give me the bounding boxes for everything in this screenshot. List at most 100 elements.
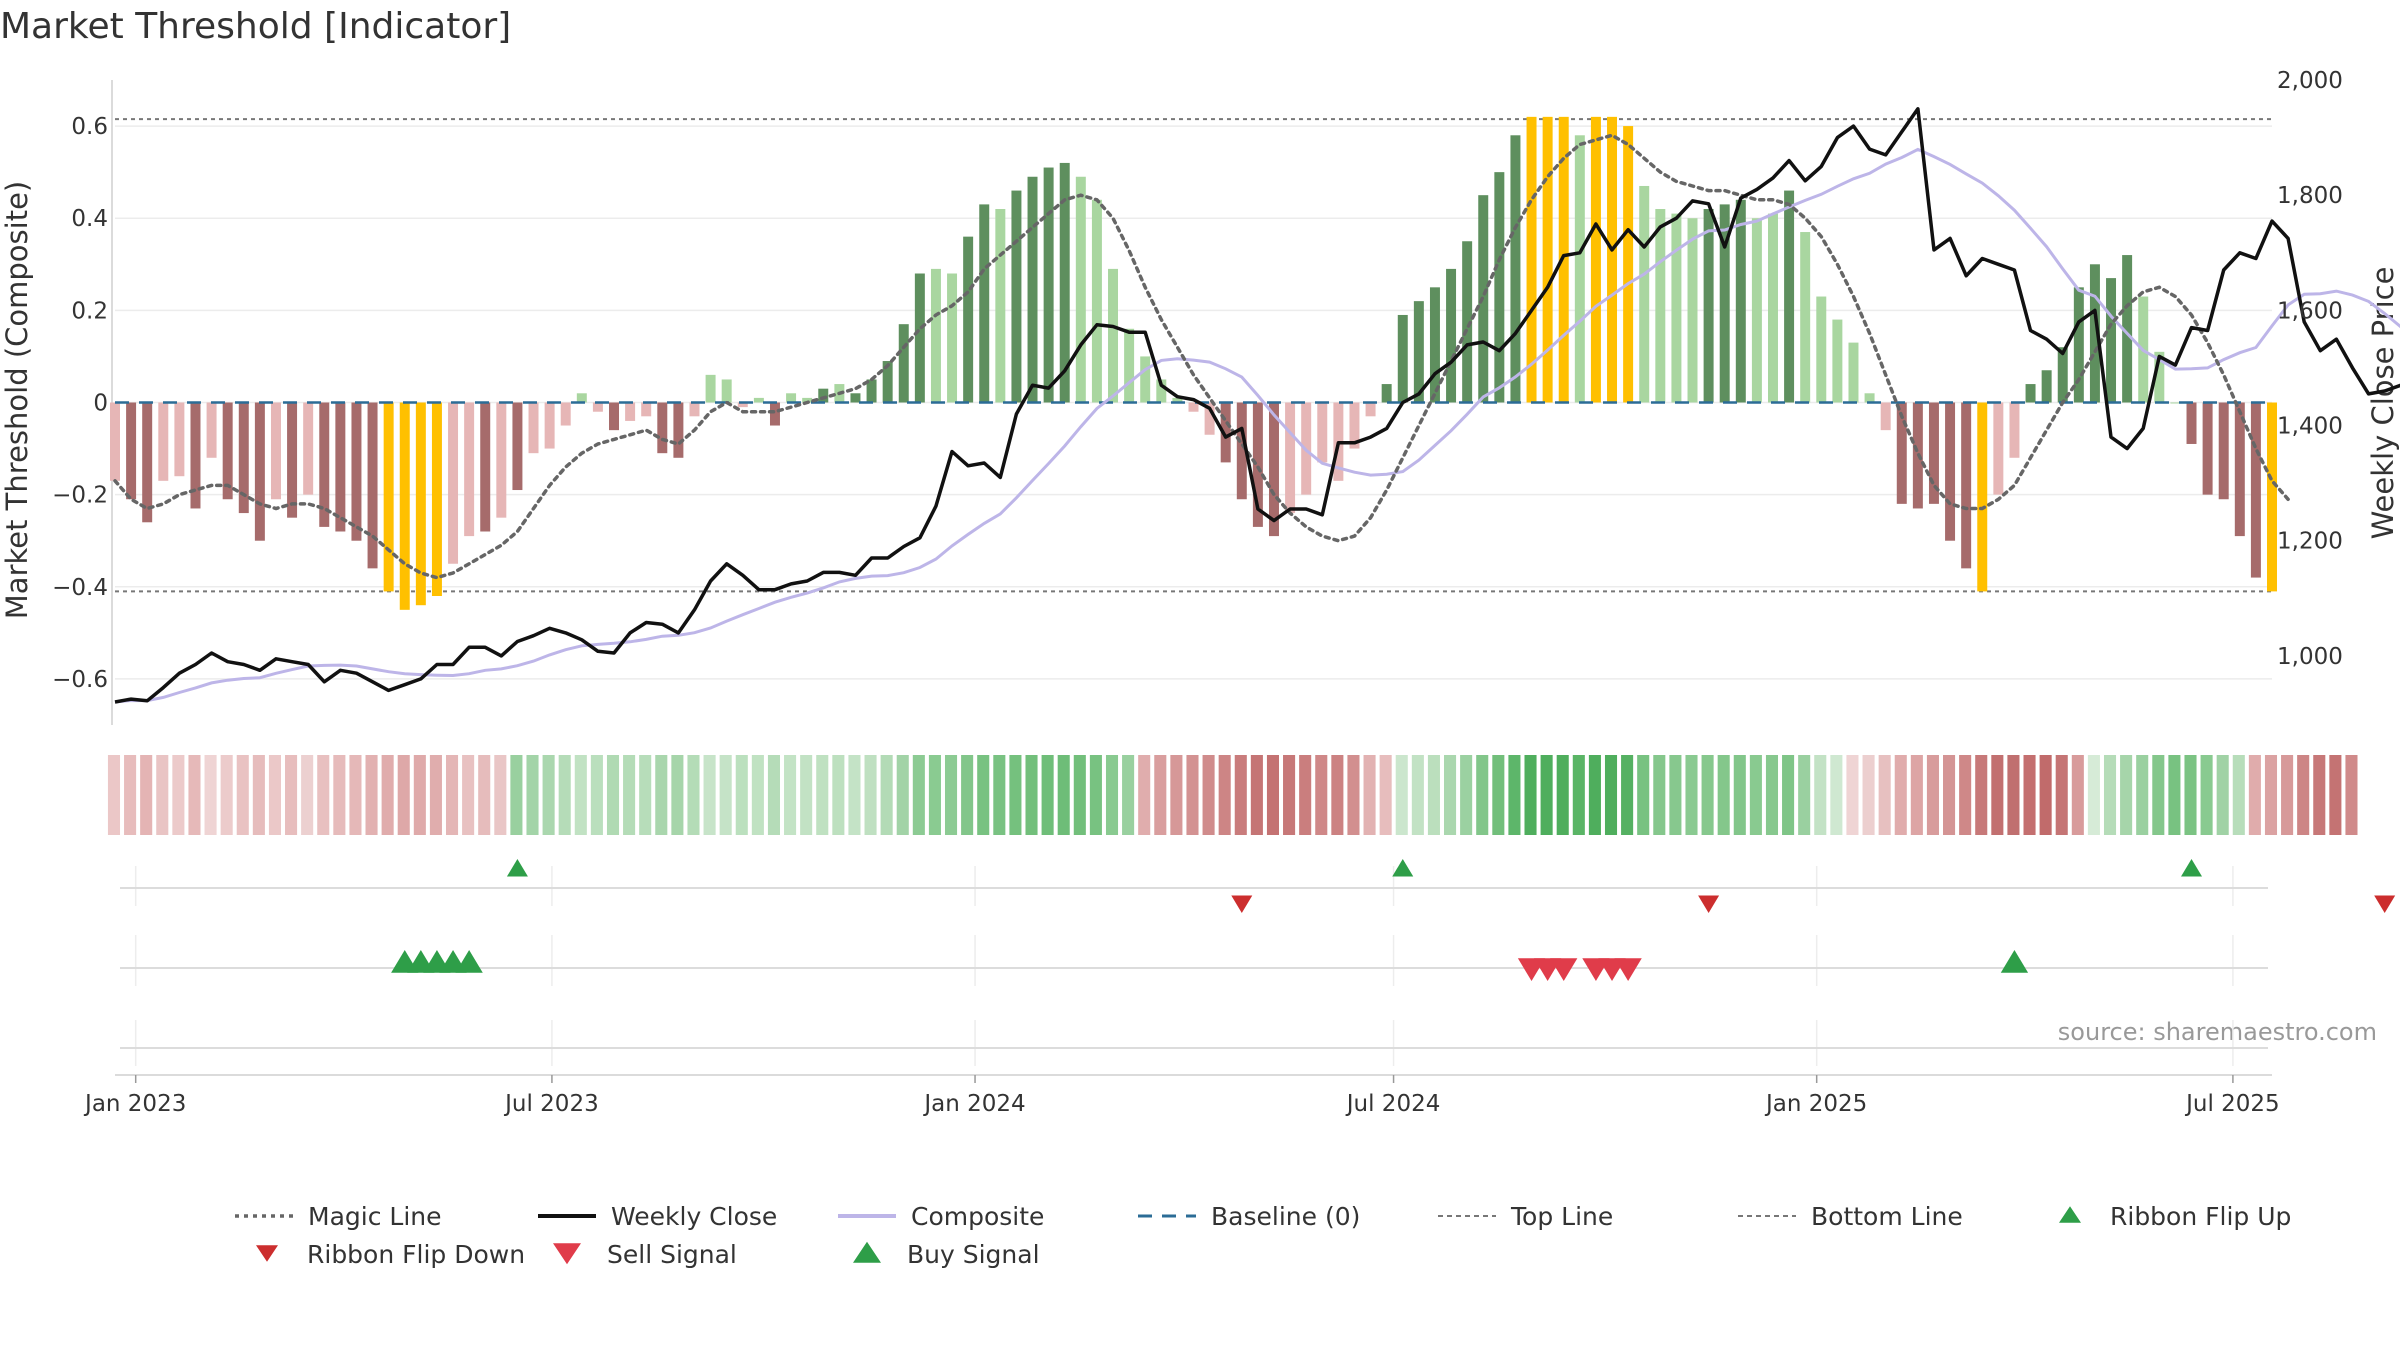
composite-bar (1349, 402, 1360, 449)
composite-bar (1671, 213, 1682, 403)
ribbon-cell (1588, 755, 1601, 835)
composite-bar (1413, 301, 1424, 403)
ribbon-cell (1508, 755, 1521, 835)
ribbon-cell (606, 755, 620, 835)
composite-bar (2106, 278, 2117, 403)
composite-bar (2234, 402, 2245, 537)
ribbon-cell (1669, 755, 1682, 835)
composite-bar (2009, 402, 2020, 458)
composite-bar (1542, 116, 1553, 403)
ribbon-cell (816, 755, 829, 835)
ribbon-cell (1492, 755, 1505, 835)
x-axis-ticks: Jan 2023 Jul 2023 Jan 2024 Jul 2024 Jan 2025… (83, 1074, 2280, 1117)
composite-bar (415, 402, 426, 606)
composite-bar (1896, 402, 1907, 504)
x-tick-label: Jan 2024 (922, 1091, 1025, 1117)
ribbon-cell (703, 755, 716, 835)
ribbon-flip-down-marker (1231, 895, 1253, 913)
ribbon-cell (961, 755, 974, 835)
ribbon-flip-down-marker (1698, 895, 1720, 913)
composite-bar (576, 393, 587, 403)
composite-bar (1639, 185, 1650, 403)
composite-bar (512, 402, 523, 491)
composite-bar (1446, 268, 1457, 403)
ribbon-cell (140, 755, 153, 835)
composite-bars (110, 116, 2277, 610)
ribbon-cell (2087, 755, 2100, 835)
composite-bar (238, 402, 249, 514)
ribbon-cell (2313, 755, 2326, 835)
composite-bar (1317, 402, 1328, 463)
ribbon-cell (735, 755, 748, 835)
y-tick-label: −0.6 (52, 667, 108, 693)
composite-bar (1172, 397, 1183, 403)
x-tick-label: Jan 2023 (83, 1091, 186, 1117)
composite-bar (2202, 402, 2213, 495)
ribbon-cell (301, 755, 314, 835)
y2-tick-label: 1,000 (2277, 644, 2343, 670)
composite-bar (1928, 402, 1939, 504)
composite-bar (1751, 218, 1762, 403)
ribbon-cell (1653, 755, 1666, 835)
ribbon-cell (1057, 755, 1070, 835)
composite-bar (1124, 328, 1135, 403)
composite-bar (448, 402, 459, 564)
composite-bar (592, 402, 603, 412)
composite-bar (1977, 402, 1988, 592)
composite-bar (158, 402, 169, 481)
ribbon-cell (2055, 755, 2068, 835)
composite-bar (206, 402, 217, 458)
ribbon-cell (912, 755, 925, 835)
composite-bar (1204, 402, 1215, 435)
ribbon-cell (1814, 755, 1827, 835)
composite-bar (1108, 268, 1119, 403)
ribbon-cell (1846, 755, 1859, 835)
composite-bar (1091, 199, 1102, 403)
composite-bar (303, 402, 314, 495)
composite-bar (898, 324, 909, 403)
ribbon-cell (252, 755, 265, 835)
composite-bar (2267, 402, 2277, 592)
composite-bar (270, 402, 281, 500)
ribbon-cell (2297, 755, 2310, 835)
composite-bar (737, 402, 748, 408)
y-tick-label: 0.4 (71, 206, 108, 232)
y2-tick-label: 2,000 (2277, 68, 2343, 94)
ribbon-cell (510, 755, 523, 835)
legend-label: Buy Signal (907, 1240, 1040, 1269)
composite-bar (1526, 116, 1537, 403)
composite-bar (963, 236, 974, 403)
y2-tick-label: 1,800 (2277, 183, 2343, 209)
grid-lines (111, 80, 2272, 725)
ribbon-cell (1685, 755, 1698, 835)
composite-bar (1381, 384, 1392, 403)
composite-bar (1607, 116, 1618, 403)
ribbon-cell (1991, 755, 2004, 835)
composite-bar (2089, 264, 2100, 403)
ribbon-cell (1089, 755, 1102, 835)
composite-bar (914, 273, 925, 403)
composite-bar (399, 402, 410, 610)
composite-bar (1864, 393, 1875, 403)
composite-line (114, 147, 2400, 704)
ribbon-cell (977, 755, 990, 835)
ribbon-cell (1170, 755, 1183, 835)
ribbon-cell (864, 755, 877, 835)
ribbon-cell (848, 755, 861, 835)
composite-bar (335, 402, 346, 532)
composite-bar (657, 402, 668, 454)
composite-bar (930, 268, 941, 403)
ribbon-cell (2103, 755, 2117, 835)
ribbon-cell (462, 755, 475, 835)
ribbon-cell (1749, 755, 1762, 835)
composite-bar (850, 393, 861, 403)
ribbon-cell (2232, 755, 2245, 835)
y2-tick-label: 1,200 (2277, 529, 2343, 555)
composite-bar (609, 402, 619, 431)
ribbon-cell (1363, 755, 1376, 835)
ribbon-cell (172, 755, 185, 835)
composite-bar (464, 402, 475, 537)
ribbon-cell (1862, 755, 1875, 835)
composite-bar (1236, 402, 1247, 500)
